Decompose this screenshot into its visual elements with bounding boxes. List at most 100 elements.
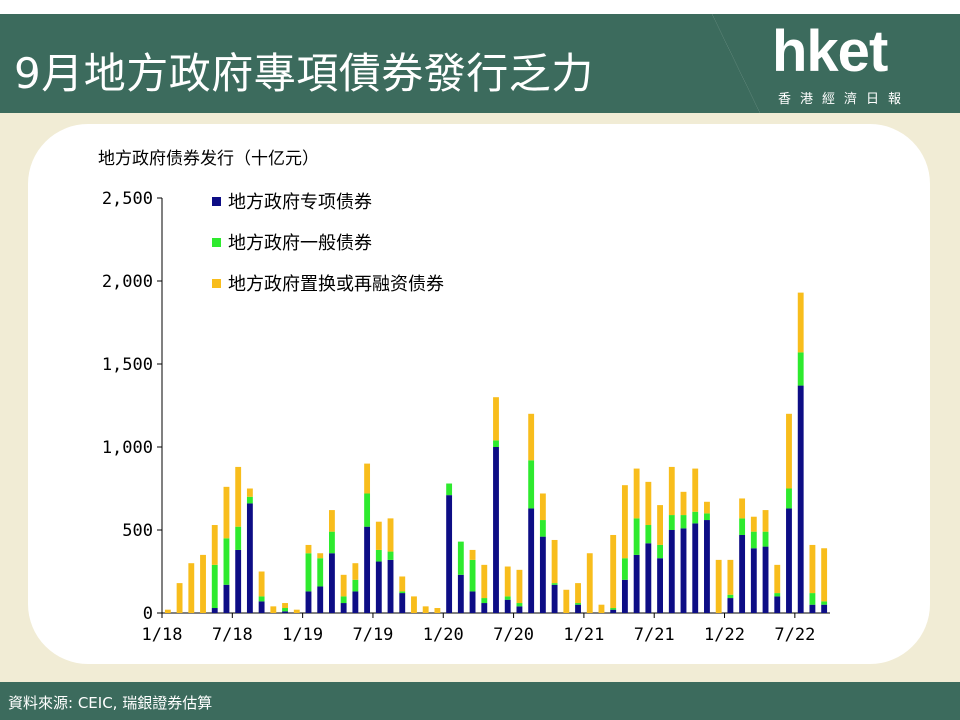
- bar-segment-refinance: [715, 559, 722, 613]
- bar-segment-refinance: [235, 466, 242, 527]
- bar-segment-refinance: [633, 468, 640, 519]
- bar-segment-special: [668, 530, 675, 613]
- bar-segment-special: [786, 508, 792, 613]
- bar-segment-general: [399, 591, 406, 594]
- bar-segment-general: [352, 579, 359, 592]
- bar-segment-general: [762, 531, 769, 547]
- x-tick-label: 7/18: [212, 625, 253, 645]
- bar-segment-special: [399, 593, 406, 613]
- bar-segment-general: [282, 608, 288, 612]
- bar-segment-refinance: [774, 564, 781, 594]
- bar-segment-special: [680, 528, 687, 613]
- bar-segment-special: [539, 536, 546, 613]
- bar-segment-special: [258, 601, 265, 613]
- bar-segment-special: [481, 603, 488, 613]
- bar-segment-general: [739, 518, 746, 535]
- bar-segment-special: [457, 574, 464, 613]
- bar-segment-general: [481, 598, 488, 604]
- bar-segment-refinance: [317, 553, 324, 559]
- bar-segment-special: [762, 546, 769, 613]
- bar-segment-refinance: [364, 463, 371, 494]
- bar-segment-refinance: [211, 525, 218, 565]
- x-tick-label: 7/22: [774, 625, 815, 645]
- bar-segment-special: [621, 579, 628, 613]
- x-axis: 1/18 7/18 1/19 7/19 1/20 7/20 1/21 7/21 1/22 7/22: [142, 612, 830, 645]
- bar-segment-general: [727, 594, 734, 599]
- bar-segment-general: [539, 520, 546, 537]
- bar-segment-general: [516, 603, 523, 607]
- chart: 地方政府债券发行（十亿元） 0 500 1,000 1,500 2,000 2,500 1…: [98, 149, 830, 645]
- y-tick-label: 2,000: [102, 272, 153, 292]
- bar-segment-refinance: [329, 510, 335, 532]
- bar-segment-special: [493, 447, 499, 613]
- bar-segment-general: [680, 515, 687, 529]
- bar-segment-general: [469, 559, 476, 592]
- bar-segment-special: [504, 599, 511, 613]
- bar-segment-special: [821, 604, 828, 613]
- bar-segment-special: [352, 591, 359, 613]
- bar-segment-refinance: [750, 516, 757, 532]
- header: 9月地方政府專項債券發行乏力 hket 香港經濟日報: [0, 0, 960, 113]
- bar-segment-refinance: [504, 566, 511, 597]
- bar-segment-refinance: [809, 544, 816, 594]
- bar-segment-refinance: [528, 413, 535, 461]
- bar-segment-special: [610, 609, 617, 613]
- footer: 資料來源: CEIC, 瑞銀證券估算: [0, 682, 960, 720]
- bar-segment-general: [317, 558, 324, 587]
- bar-segment-general: [504, 596, 511, 600]
- bar-segment-refinance: [352, 563, 359, 580]
- bar-segment-general: [551, 583, 558, 585]
- bar-segment-refinance: [164, 609, 171, 613]
- bar-segment-special: [657, 558, 663, 613]
- y-tick-label: 1,000: [102, 438, 153, 458]
- bar-segment-special: [750, 548, 757, 613]
- bar-segment-general: [235, 526, 242, 550]
- bar-segment-general: [692, 511, 699, 524]
- bar-segment-special: [340, 603, 347, 613]
- bar-segment-general: [387, 551, 394, 560]
- bar-segment-refinance: [727, 559, 734, 595]
- page-title: 9月地方政府專項債券發行乏力: [14, 49, 594, 98]
- bar-segment-general: [668, 515, 675, 530]
- bar-segment-special: [727, 598, 734, 613]
- bar-segment-special: [211, 608, 218, 613]
- bar-segment-refinance: [786, 413, 792, 489]
- bar-segment-general: [375, 549, 382, 562]
- bar-segment-general: [258, 596, 265, 602]
- bar-segment-refinance: [563, 589, 570, 613]
- bar-segment-special: [704, 520, 710, 613]
- bar-segment-refinance: [610, 534, 617, 609]
- bar-segment-general: [610, 608, 617, 610]
- bar-segment-general: [493, 440, 499, 447]
- y-tick-label: 1,500: [102, 355, 153, 375]
- bar-segment-refinance: [422, 606, 429, 613]
- bar-segment-refinance: [387, 518, 394, 552]
- bar-segment-refinance: [258, 571, 265, 597]
- bar-segment-refinance: [551, 539, 558, 584]
- y-axis: 0 500 1,000 1,500 2,000 2,500: [102, 189, 163, 624]
- legend-label: 地方政府专项债券: [228, 192, 372, 213]
- bar-segment-general: [750, 531, 757, 549]
- bar-segment-refinance: [575, 583, 581, 604]
- bar-segment-special: [246, 503, 253, 613]
- bar-segment-refinance: [246, 488, 253, 497]
- bar-segment-special: [528, 508, 535, 613]
- x-tick-label: 1/18: [142, 625, 183, 645]
- bar-segment-general: [305, 553, 312, 592]
- bar-segment-special: [692, 523, 699, 613]
- bar-segment-special: [387, 559, 394, 613]
- y-tick-label: 2,500: [102, 189, 153, 209]
- legend-swatch: [212, 197, 221, 206]
- bar-segment-refinance: [411, 596, 417, 613]
- x-tick-label: 1/19: [282, 625, 323, 645]
- bar-segment-general: [364, 493, 371, 527]
- hket-logo[interactable]: hket: [772, 19, 888, 84]
- bar-segment-general: [329, 531, 335, 554]
- bar-segment-refinance: [176, 583, 183, 613]
- bar-segment-refinance: [282, 603, 288, 609]
- bar-segment-refinance: [645, 481, 652, 526]
- bar-segment-refinance: [692, 468, 699, 512]
- bar-segment-refinance: [539, 493, 546, 521]
- bar-segment-general: [786, 488, 792, 509]
